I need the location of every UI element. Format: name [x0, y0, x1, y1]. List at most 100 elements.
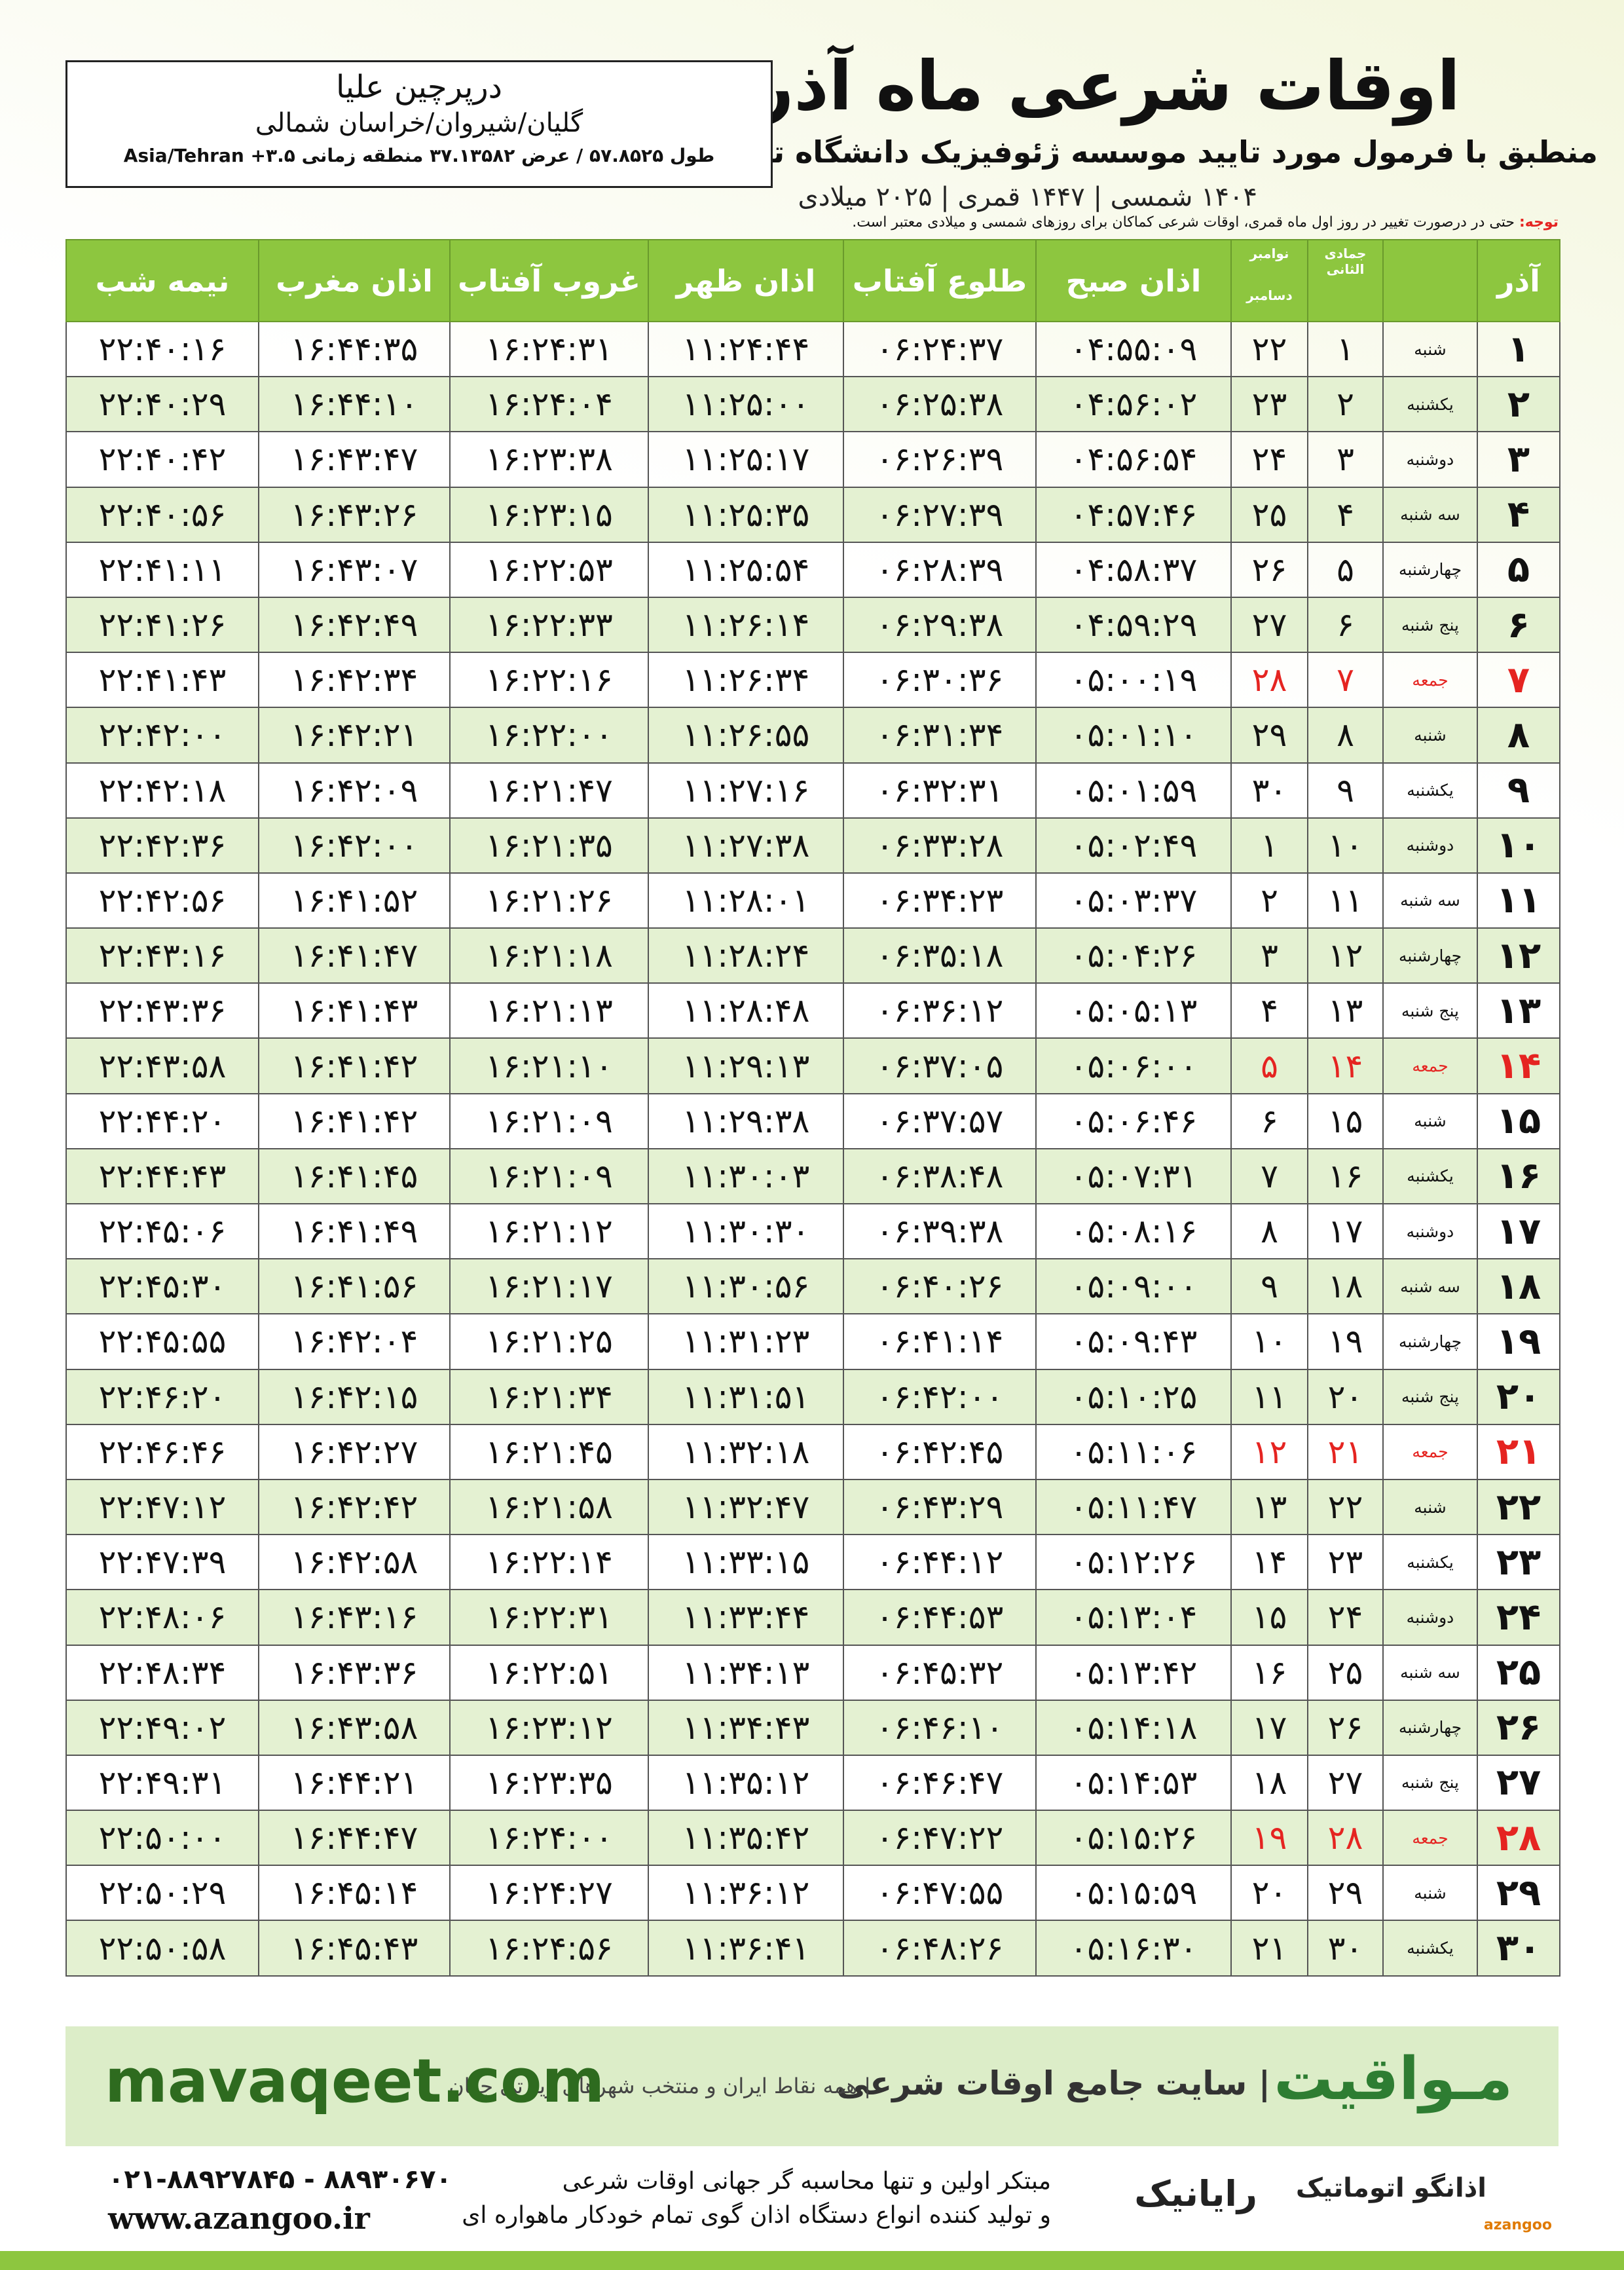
- sunset: ۱۶:۲۲:۰۰: [449, 707, 649, 764]
- maghrib: ۱۶:۴۱:۵۲: [258, 872, 451, 929]
- midnight: ۲۲:۴۶:۲۰: [65, 1368, 259, 1425]
- day: ۲۶: [1477, 1699, 1560, 1756]
- note-text: حتی در درصورت تغییر در روز اول ماه قمری،…: [852, 214, 1515, 231]
- dhuhr: ۱۱:۲۷:۱۶: [648, 762, 844, 819]
- banner: مـواقیت | سایت جامع اوقات شرعی | همه نقا…: [65, 2026, 1559, 2146]
- maghrib: ۱۶:۴۳:۳۶: [258, 1644, 451, 1701]
- table-row: ۷ جمعه ۷ ۲۸ ۰۵:۰۰:۱۹ ۰۶:۳۰:۳۶ ۱۱:۲۶:۳۴ ۱۶:۲۲:۱۶…: [65, 652, 1560, 709]
- dhuhr: ۱۱:۲۸:۲۴: [648, 927, 844, 984]
- miladi-day: ۲۸: [1230, 652, 1308, 709]
- midnight: ۲۲:۵۰:۲۹: [65, 1865, 259, 1922]
- midnight: ۲۲:۴۱:۱۱: [65, 541, 259, 598]
- header-time: اذان صبح: [1035, 239, 1232, 322]
- day: ۲۳: [1477, 1534, 1560, 1591]
- dhuhr: ۱۱:۳۲:۱۸: [648, 1423, 844, 1480]
- weekday: شنبه: [1382, 707, 1478, 764]
- qamari-day: ۱۷: [1307, 1202, 1384, 1260]
- day: ۲: [1477, 376, 1560, 433]
- miladi-day: ۶: [1230, 1092, 1308, 1149]
- qamari-day: ۲۲: [1307, 1478, 1384, 1536]
- miladi-day: ۴: [1230, 982, 1308, 1039]
- midnight: ۲۲:۴۴:۴۳: [65, 1147, 259, 1205]
- day: ۲۲: [1477, 1478, 1560, 1536]
- site[interactable]: mavaqeet.com: [105, 2046, 605, 2116]
- dhuhr: ۱۱:۳۱:۲۳: [648, 1313, 844, 1370]
- sunrise: ۰۶:۲۹:۳۸: [843, 596, 1037, 654]
- maghrib: ۱۶:۴۲:۴۹: [258, 596, 451, 654]
- weekday: پنج شنبه: [1382, 596, 1478, 654]
- miladi-day: ۱۵: [1230, 1589, 1308, 1646]
- sunset: ۱۶:۲۱:۵۸: [449, 1478, 649, 1536]
- sunset: ۱۶:۲۱:۳۵: [449, 817, 649, 874]
- day: ۱۱: [1477, 872, 1560, 929]
- weekday: یکشنبه: [1382, 376, 1478, 433]
- midnight: ۲۲:۵۰:۵۸: [65, 1920, 259, 1977]
- dhuhr: ۱۱:۳۰:۵۶: [648, 1258, 844, 1315]
- day: ۶: [1477, 596, 1560, 654]
- location-name: درپرچین علیا: [336, 69, 502, 105]
- midnight: ۲۲:۴۰:۴۲: [65, 431, 259, 488]
- maghrib: ۱۶:۴۳:۰۷: [258, 541, 451, 598]
- website[interactable]: www.azangoo.ir: [108, 2201, 370, 2236]
- qamari-day: ۱۲: [1307, 927, 1384, 984]
- day: ۷: [1477, 652, 1560, 709]
- weekday: جمعه: [1382, 1810, 1478, 1867]
- midnight: ۲۲:۴۰:۱۶: [65, 320, 259, 378]
- sunset: ۱۶:۲۱:۲۶: [449, 872, 649, 929]
- fajr: ۰۵:۰۶:۰۰: [1035, 1037, 1232, 1094]
- miladi-day: ۱۸: [1230, 1754, 1308, 1812]
- miladi-day: ۷: [1230, 1147, 1308, 1205]
- midnight: ۲۲:۴۲:۰۰: [65, 707, 259, 764]
- slogan-1: مبتکر اولین و تنها محاسبه گر جهانی اوقات…: [562, 2168, 1051, 2195]
- fajr: ۰۵:۰۷:۳۱: [1035, 1147, 1232, 1205]
- sunrise: ۰۶:۳۸:۴۸: [843, 1147, 1037, 1205]
- sunrise: ۰۶:۳۹:۳۸: [843, 1202, 1037, 1260]
- sunset: ۱۶:۲۲:۱۶: [449, 652, 649, 709]
- dhuhr: ۱۱:۳۵:۴۲: [648, 1810, 844, 1867]
- qamari-day: ۹: [1307, 762, 1384, 819]
- table-row: ۳۰ یکشنبه ۳۰ ۲۱ ۰۵:۱۶:۳۰ ۰۶:۴۸:۲۶ ۱۱:۳۶:۴۱ ۱۶:۲…: [65, 1920, 1560, 1977]
- sunrise: ۰۶:۴۷:۲۲: [843, 1810, 1037, 1867]
- miladi-day: ۲۰: [1230, 1865, 1308, 1922]
- maghrib: ۱۶:۴۲:۰۹: [258, 762, 451, 819]
- qamari-day: ۱۴: [1307, 1037, 1384, 1094]
- dhuhr: ۱۱:۳۴:۴۳: [648, 1699, 844, 1756]
- weekday: سه شنبه: [1382, 872, 1478, 929]
- midnight: ۲۲:۴۳:۱۶: [65, 927, 259, 984]
- header-miladi-month: دسامبر: [1246, 288, 1293, 303]
- sunrise: ۰۶:۳۷:۵۷: [843, 1092, 1037, 1149]
- dhuhr: ۱۱:۳۰:۰۳: [648, 1147, 844, 1205]
- maghrib: ۱۶:۴۳:۴۷: [258, 431, 451, 488]
- weekday: یکشنبه: [1382, 1147, 1478, 1205]
- midnight: ۲۲:۴۳:۳۶: [65, 982, 259, 1039]
- weekday: شنبه: [1382, 1478, 1478, 1536]
- dhuhr: ۱۱:۲۵:۳۵: [648, 486, 844, 543]
- day: ۱۴: [1477, 1037, 1560, 1094]
- qamari-day: ۷: [1307, 652, 1384, 709]
- day: ۲۰: [1477, 1368, 1560, 1425]
- sunrise: ۰۶:۴۳:۲۹: [843, 1478, 1037, 1536]
- table-row: ۲۹ شنبه ۲۹ ۲۰ ۰۵:۱۵:۵۹ ۰۶:۴۷:۵۵ ۱۱:۳۶:۱۲ ۱۶:۲۴:…: [65, 1865, 1560, 1922]
- qamari-day: ۲۹: [1307, 1865, 1384, 1922]
- fajr: ۰۵:۱۱:۴۷: [1035, 1478, 1232, 1536]
- fajr: ۰۵:۱۵:۲۶: [1035, 1810, 1232, 1867]
- miladi-day: ۱۲: [1230, 1423, 1308, 1480]
- dhuhr: ۱۱:۳۶:۴۱: [648, 1920, 844, 1977]
- weekday: دوشنبه: [1382, 1202, 1478, 1260]
- miladi-day: ۱۳: [1230, 1478, 1308, 1536]
- header-time: نیمه شب: [65, 239, 259, 322]
- weekday: سه شنبه: [1382, 1258, 1478, 1315]
- midnight: ۲۲:۴۰:۵۶: [65, 486, 259, 543]
- qamari-day: ۱۶: [1307, 1147, 1384, 1205]
- logo-rayanik: رایانیک: [1134, 2173, 1257, 2214]
- maghrib: ۱۶:۴۵:۴۳: [258, 1920, 451, 1977]
- maghrib: ۱۶:۴۳:۲۶: [258, 486, 451, 543]
- qamari-day: ۲۸: [1307, 1810, 1384, 1867]
- midnight: ۲۲:۴۶:۴۶: [65, 1423, 259, 1480]
- table-row: ۵ چهارشنبه ۵ ۲۶ ۰۴:۵۸:۳۷ ۰۶:۲۸:۳۹ ۱۱:۲۵:۵۴ ۱۶:۲…: [65, 541, 1560, 598]
- table-row: ۱۵ شنبه ۱۵ ۶ ۰۵:۰۶:۴۶ ۰۶:۳۷:۵۷ ۱۱:۲۹:۳۸ ۱۶:۲۱:۰…: [65, 1092, 1560, 1149]
- sunset: ۱۶:۲۴:۲۷: [449, 1865, 649, 1922]
- maghrib: ۱۶:۴۲:۰۰: [258, 817, 451, 874]
- table-row: ۳ دوشنبه ۳ ۲۴ ۰۴:۵۶:۵۴ ۰۶:۲۶:۳۹ ۱۱:۲۵:۱۷ ۱۶:۲۳:…: [65, 431, 1560, 488]
- weekday: جمعه: [1382, 1423, 1478, 1480]
